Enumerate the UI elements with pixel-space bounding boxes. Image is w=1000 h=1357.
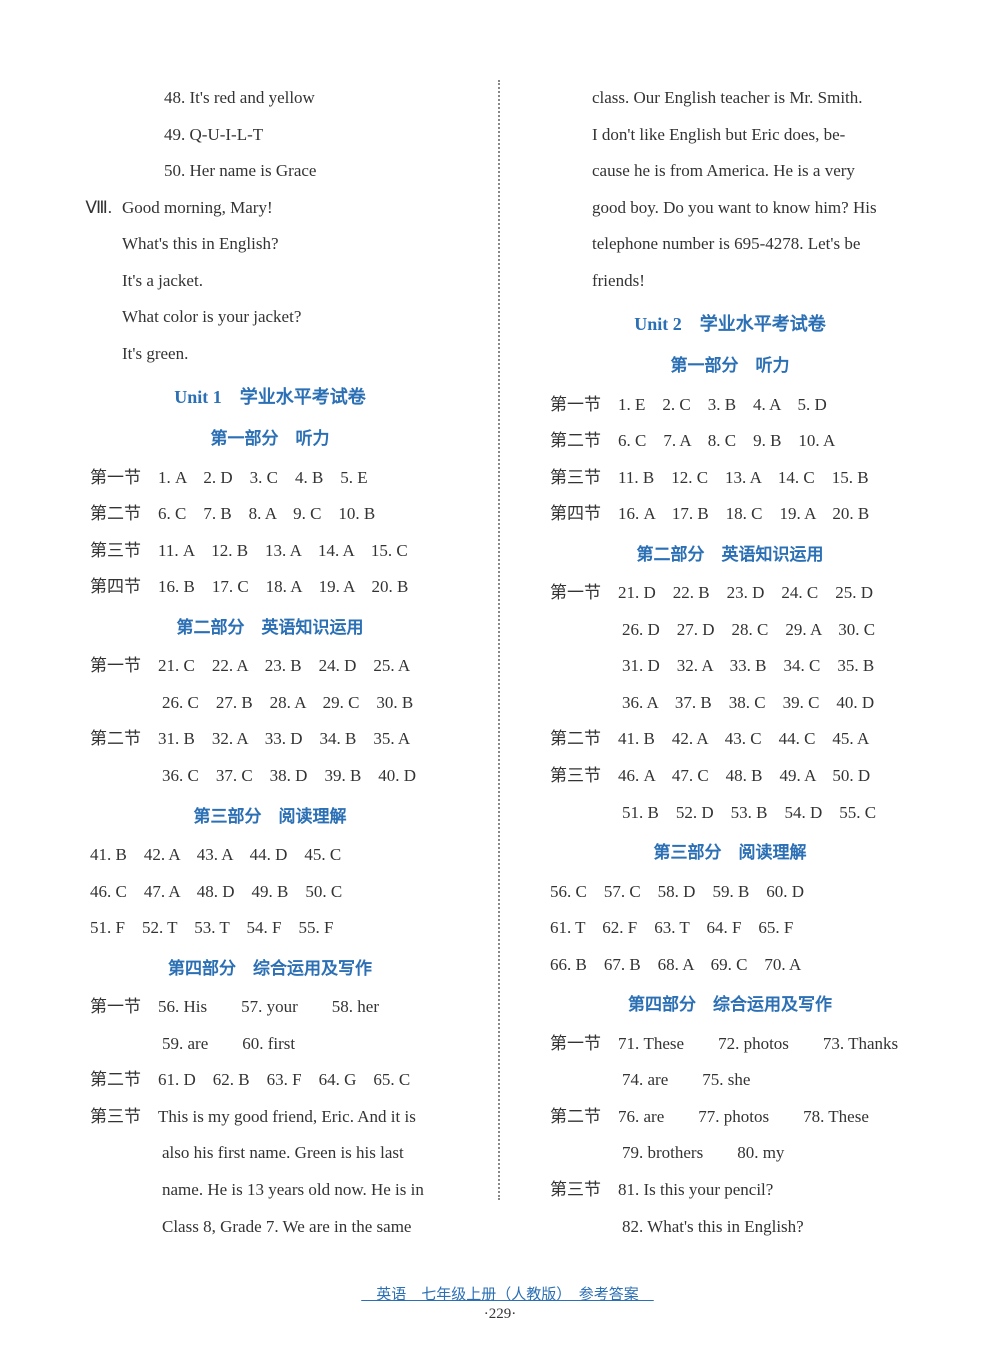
essay-line: I don't like English but Eric does, be- [520,117,940,154]
answer-row: 第二节 61. D 62. B 63. F 64. G 65. C [60,1062,480,1099]
dialogue-line: It's a jacket. [60,263,480,300]
answer-line: 50. Her name is Grace [60,153,480,190]
essay-line: 第三节 This is my good friend, Eric. And it… [60,1099,480,1136]
answer-row: 36. C 37. C 38. D 39. B 40. D [60,758,480,795]
answer-row: 第三节 46. A 47. C 48. B 49. A 50. D [520,758,940,795]
footer-title: 英语 七年级上册（人教版） 参考答案 [0,1283,1000,1304]
answer-row: 41. B 42. A 43. A 44. D 45. C [60,837,480,874]
answer-row: 第二节 41. B 42. A 43. C 44. C 45. A [520,721,940,758]
answer-row: 第一节 1. E 2. C 3. B 4. A 5. D [520,387,940,424]
roman-numeral: Ⅷ. [74,190,112,227]
essay-line: good boy. Do you want to know him? His [520,190,940,227]
answer-row: 61. T 62. F 63. T 64. F 65. F [520,910,940,947]
answer-row: 第二节 6. C 7. A 8. C 9. B 10. A [520,423,940,460]
answer-row: 第三节 11. A 12. B 13. A 14. A 15. C [60,533,480,570]
section-viii: Ⅷ. Good morning, Mary! What's this in Eng… [60,190,480,373]
answer-row: 第一节 21. C 22. A 23. B 24. D 25. A [60,648,480,685]
essay-line: also his first name. Green is his last [60,1135,480,1172]
dialogue-line: Good morning, Mary! [122,198,273,217]
answer-row: 第一节 71. These 72. photos 73. Thanks [520,1026,940,1063]
essay-line: name. He is 13 years old now. He is in [60,1172,480,1209]
unit-title: Unit 2 学业水平考试卷 [520,305,940,344]
answer-row: 26. D 27. D 28. C 29. A 30. C [520,612,940,649]
answer-row: 第二节 6. C 7. B 8. A 9. C 10. B [60,496,480,533]
answer-row: 74. are 75. she [520,1062,940,1099]
right-column: class. Our English teacher is Mr. Smith.… [502,80,940,1200]
answer-row: 79. brothers 80. my [520,1135,940,1172]
page-content: 48. It's red and yellow 49. Q-U-I-L-T 50… [0,0,1000,1240]
answer-row: 46. C 47. A 48. D 49. B 50. C [60,874,480,911]
answer-line: 49. Q-U-I-L-T [60,117,480,154]
answer-row: 51. F 52. T 53. T 54. F 55. F [60,910,480,947]
part-title: 第三部分 阅读理解 [60,799,480,836]
answer-row: 第一节 21. D 22. B 23. D 24. C 25. D [520,575,940,612]
dialogue-line: What color is your jacket? [60,299,480,336]
page-footer: 英语 七年级上册（人教版） 参考答案 ·229· [0,1283,1000,1323]
answer-row: 31. D 32. A 33. B 34. C 35. B [520,648,940,685]
answer-row: 第四节 16. B 17. C 18. A 19. A 20. B [60,569,480,606]
answer-row: 51. B 52. D 53. B 54. D 55. C [520,795,940,832]
answer-row: 第三节 11. B 12. C 13. A 14. C 15. B [520,460,940,497]
part-title: 第四部分 综合运用及写作 [520,987,940,1024]
answer-row: 56. C 57. C 58. D 59. B 60. D [520,874,940,911]
part-title: 第二部分 英语知识运用 [520,537,940,574]
dialogue-line: It's green. [60,336,480,373]
essay-line: friends! [520,263,940,300]
essay-line: cause he is from America. He is a very [520,153,940,190]
part-title: 第一部分 听力 [520,348,940,385]
answer-row: 36. A 37. B 38. C 39. C 40. D [520,685,940,722]
part-title: 第四部分 综合运用及写作 [60,951,480,988]
page-number: ·229· [0,1306,1000,1323]
answer-row: 第三节 81. Is this your pencil? [520,1172,940,1209]
part-title: 第一部分 听力 [60,421,480,458]
left-column: 48. It's red and yellow 49. Q-U-I-L-T 50… [60,80,498,1200]
answer-row: 第二节 31. B 32. A 33. D 34. B 35. A [60,721,480,758]
answer-row: 第一节 56. His 57. your 58. her [60,989,480,1026]
dialogue-line: What's this in English? [60,226,480,263]
answer-line: 48. It's red and yellow [60,80,480,117]
answer-row: 第二节 76. are 77. photos 78. These [520,1099,940,1136]
part-title: 第二部分 英语知识运用 [60,610,480,647]
essay-line: Class 8, Grade 7. We are in the same [60,1209,480,1246]
answer-row: 82. What's this in English? [520,1209,940,1246]
answer-row: 66. B 67. B 68. A 69. C 70. A [520,947,940,984]
answer-row: 26. C 27. B 28. A 29. C 30. B [60,685,480,722]
essay-line: class. Our English teacher is Mr. Smith. [520,80,940,117]
answer-row: 第一节 1. A 2. D 3. C 4. B 5. E [60,460,480,497]
answer-row: 第四节 16. A 17. B 18. C 19. A 20. B [520,496,940,533]
part-title: 第三部分 阅读理解 [520,835,940,872]
essay-line: telephone number is 695-4278. Let's be [520,226,940,263]
answer-row: 59. are 60. first [60,1026,480,1063]
unit-title: Unit 1 学业水平考试卷 [60,378,480,417]
